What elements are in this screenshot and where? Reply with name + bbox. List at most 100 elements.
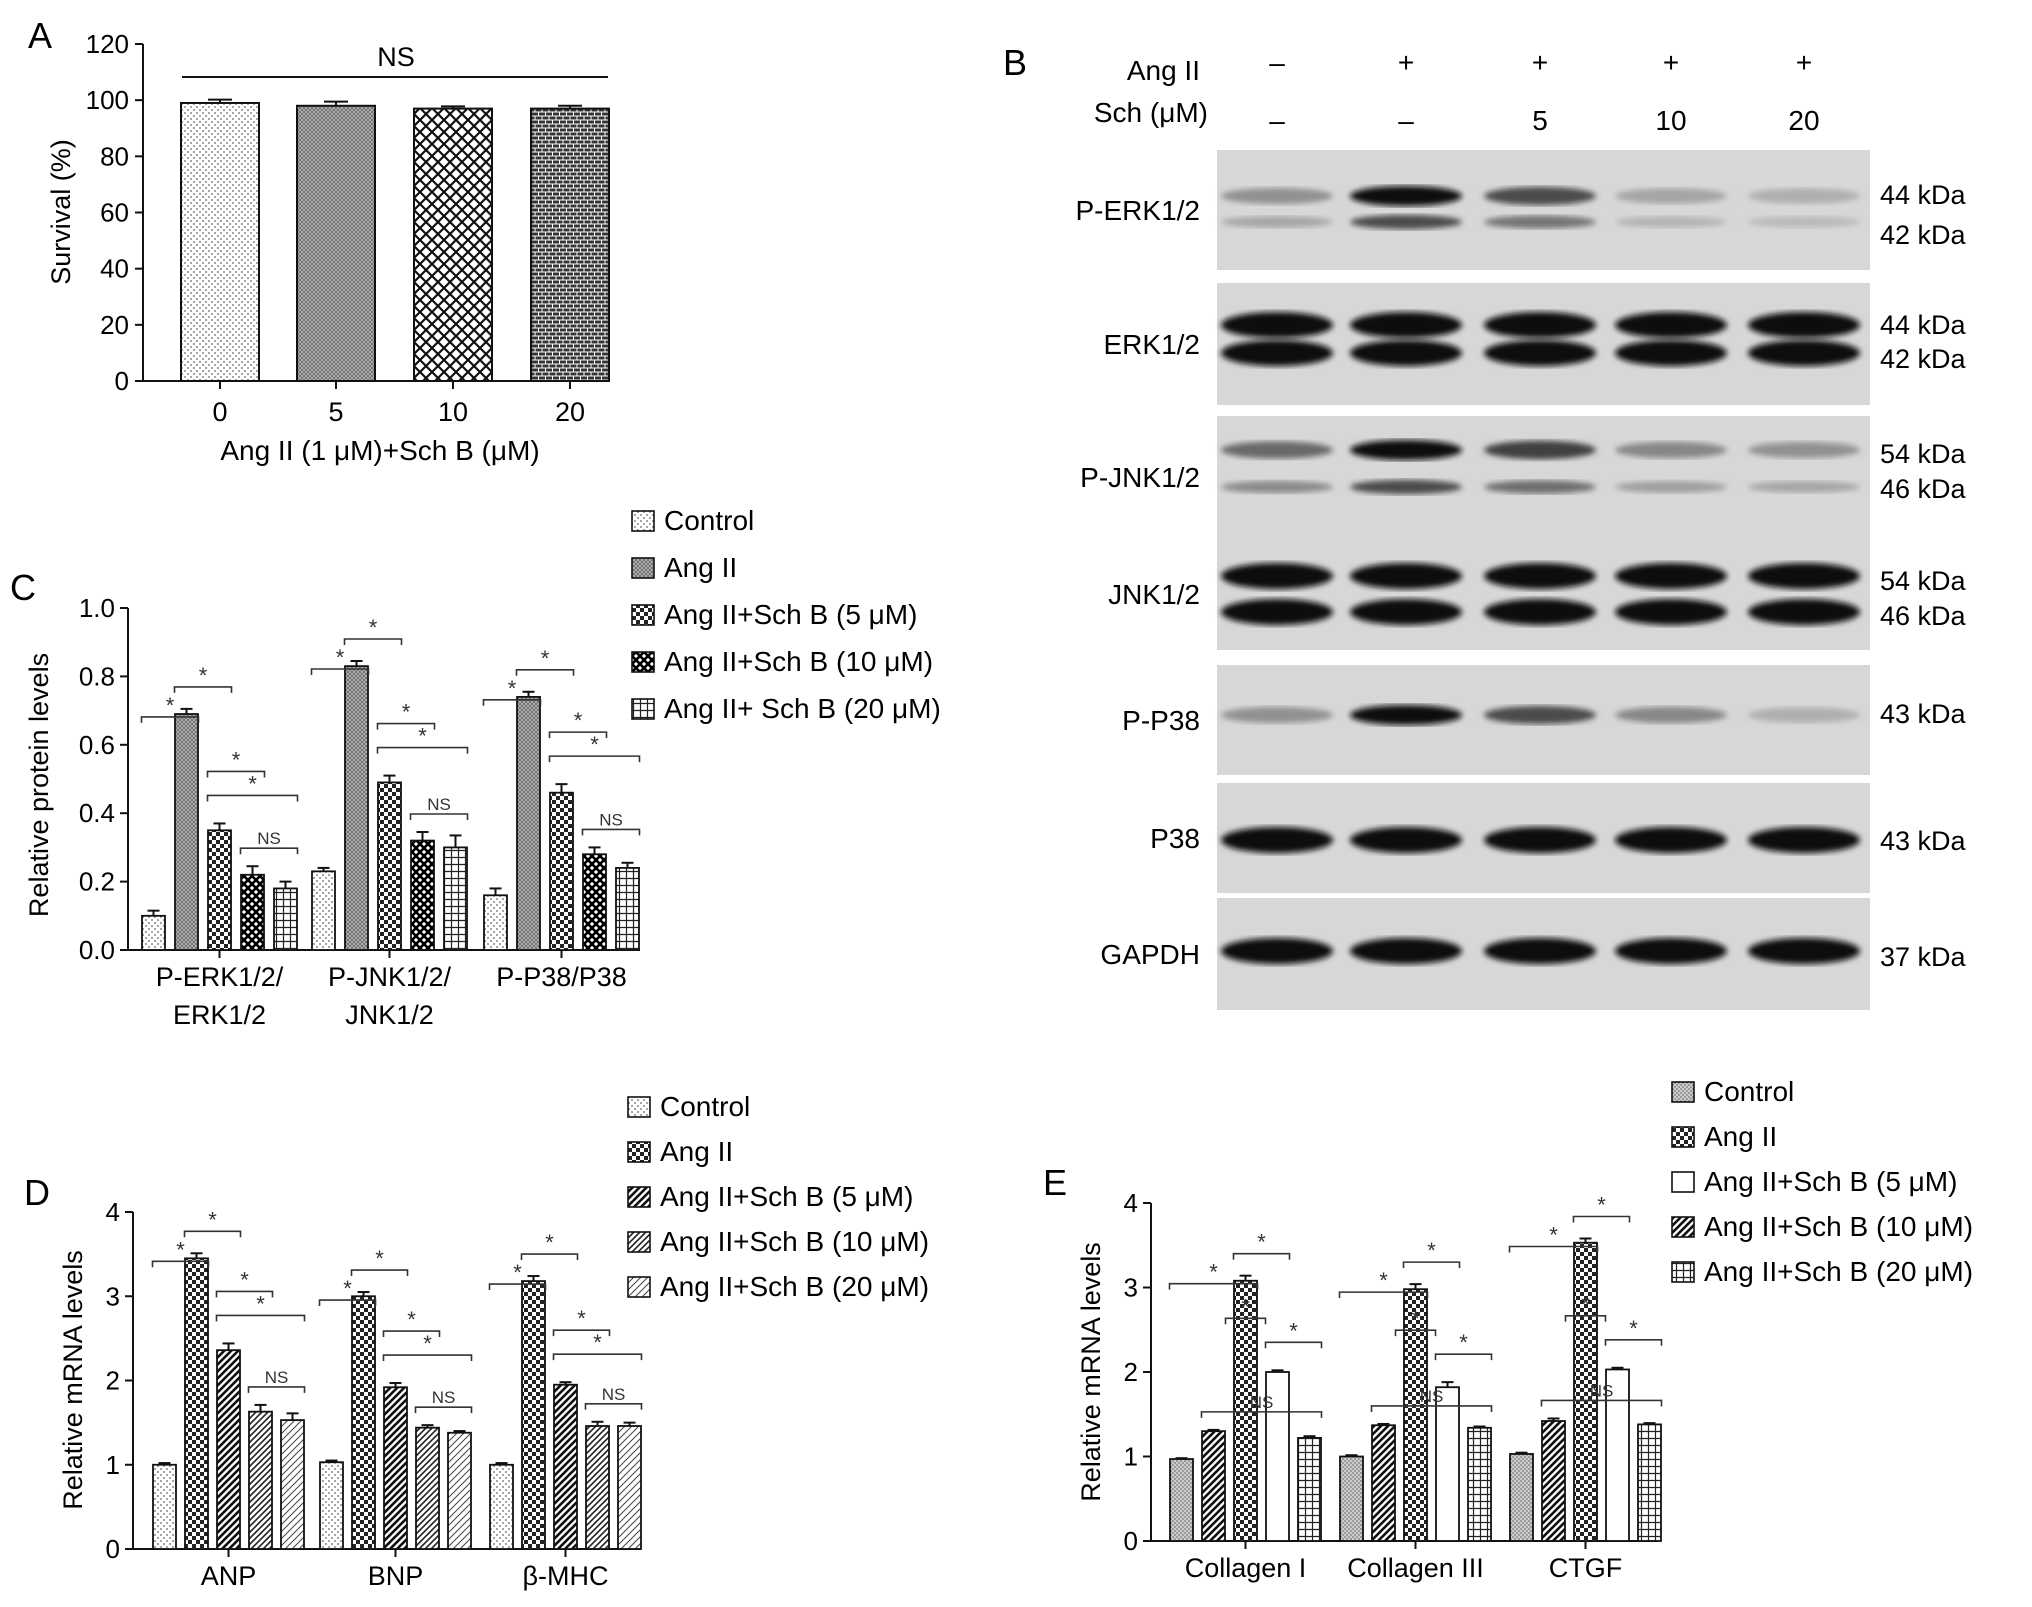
legend-label: Ang II [664, 552, 737, 583]
bar [1297, 1437, 1322, 1542]
x-tick-label: ERK1/2 [173, 1000, 266, 1030]
blot-band [1221, 563, 1333, 589]
significance-label: * [402, 700, 411, 725]
significance-bracket [382, 1354, 473, 1362]
legend-swatch [1671, 1081, 1695, 1103]
blot-band [1748, 563, 1860, 589]
legend-swatch [1671, 1261, 1695, 1283]
significance-bracket [215, 1314, 306, 1322]
blot-band [1615, 599, 1727, 625]
bar [582, 853, 607, 951]
significance-label: * [418, 724, 427, 749]
blot-band [1484, 312, 1596, 338]
bar [351, 1295, 376, 1550]
blot-band [1615, 441, 1727, 459]
blot-band [1615, 216, 1727, 228]
sch-value: 20 [1788, 105, 1819, 136]
y-tick-label: 4 [106, 1197, 120, 1227]
significance-label: * [1209, 1260, 1218, 1285]
significance-label: * [232, 747, 241, 772]
x-tick-label: JNK1/2 [345, 1000, 434, 1030]
kda-label: 44 kDa [1880, 310, 1967, 340]
bar [152, 1463, 177, 1550]
blot-band [1221, 312, 1333, 338]
blot-band [1221, 187, 1333, 205]
legend-label: Ang II+Sch B (20 μM) [660, 1271, 929, 1302]
fibrosis-mrna-chart: 0 1 2 3 4 Relative mRNA levels Collagen I * * * * N… [1076, 1076, 1973, 1583]
x-tick-label: 0 [212, 397, 227, 427]
western-blot-panel: Ang II Sch (μM) – – + – +5 +10 +20 P-ERK1/2 44 kDa… [1076, 47, 1967, 1010]
blot-band [1615, 563, 1727, 589]
bar [319, 1461, 344, 1550]
bar [383, 1386, 408, 1550]
blot-band [1615, 706, 1727, 724]
blot-band [1484, 480, 1596, 494]
significance-bracket [520, 1253, 579, 1261]
legend-label: Ang II+Sch B (5 μM) [1704, 1166, 1957, 1197]
bar [483, 894, 508, 951]
blot-band [1350, 938, 1462, 964]
bar [1339, 1455, 1364, 1542]
significance-label: * [1549, 1222, 1558, 1247]
blot-band [1484, 599, 1596, 625]
y-tick-label: 100 [86, 85, 129, 115]
significance-bracket [206, 794, 299, 802]
bar [141, 914, 166, 951]
blot-band [1748, 312, 1860, 338]
significance-bracket [1434, 1353, 1493, 1361]
significance-label: * [208, 1207, 217, 1232]
significance-label: NS [1250, 1393, 1274, 1412]
x-tick-label: 20 [555, 397, 585, 427]
significance-bracket [1604, 1338, 1663, 1346]
ang-sign: + [1398, 47, 1414, 78]
significance-label: * [577, 1306, 586, 1331]
bar [1169, 1458, 1194, 1542]
kda-label: 43 kDa [1880, 826, 1967, 856]
blot-band [1350, 214, 1462, 230]
bar [1201, 1430, 1226, 1542]
blot-band [1484, 827, 1596, 853]
blot-band [1350, 563, 1462, 589]
blot-band [1748, 599, 1860, 625]
blot-band [1748, 188, 1860, 204]
x-tick-label: BNP [368, 1561, 424, 1591]
bar [530, 107, 610, 382]
significance-bracket [376, 746, 469, 754]
kda-label: 54 kDa [1880, 566, 1967, 596]
bar [1435, 1386, 1460, 1542]
significance-bracket [376, 722, 436, 730]
significance-bracket [488, 1283, 547, 1291]
legend-swatch [1671, 1126, 1695, 1148]
significance-label: * [593, 1330, 602, 1355]
significance-label: * [1629, 1316, 1638, 1341]
significance-bracket [1338, 1291, 1429, 1299]
significance-label: * [369, 615, 378, 640]
bar [377, 781, 402, 951]
y-tick-label: 120 [86, 29, 129, 59]
blot-band [1748, 481, 1860, 493]
significance-bracket [1232, 1252, 1291, 1260]
blot-band [1615, 481, 1727, 493]
y-tick-label: 4 [1124, 1188, 1138, 1218]
y-tick-label: 80 [100, 141, 129, 171]
significance-label: NS [265, 1368, 289, 1387]
blot-band [1484, 215, 1596, 229]
significance-bracket [382, 1330, 441, 1338]
blot-band [1615, 312, 1727, 338]
blot-band [1484, 563, 1596, 589]
blot-band [1615, 938, 1727, 964]
panel-letter-c: C [10, 567, 36, 608]
kda-label: 43 kDa [1880, 699, 1967, 729]
legend-swatch [1671, 1216, 1695, 1238]
y-tick-label: 0.4 [79, 798, 115, 828]
blot-band [1748, 707, 1860, 723]
blot-band [1221, 480, 1333, 494]
significance-bracket [247, 1386, 306, 1393]
blot-band [1748, 441, 1860, 459]
y-tick-label: 0 [115, 366, 129, 396]
blot-row-label: P38 [1150, 823, 1200, 854]
significance-label: NS [257, 829, 281, 848]
significance-label: * [375, 1246, 384, 1271]
significance-label: * [1597, 1192, 1606, 1217]
y-tick-label: 0.6 [79, 730, 115, 760]
